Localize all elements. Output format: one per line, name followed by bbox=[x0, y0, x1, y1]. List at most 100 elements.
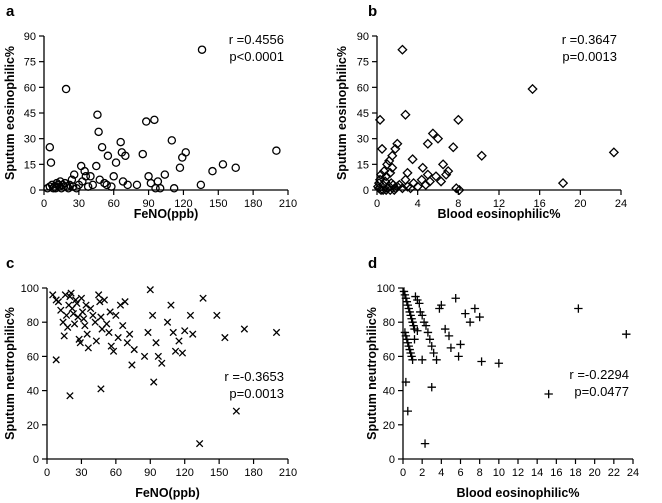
data-point bbox=[70, 320, 79, 328]
panel-a: a0 30 60 90 120 150 180 2100153045607590FeNO(pp… bbox=[3, 3, 297, 221]
data-point bbox=[197, 45, 207, 54]
x-tick-label: 210 bbox=[279, 467, 297, 479]
y-tick-label: 60 bbox=[383, 351, 395, 363]
data-point bbox=[106, 308, 114, 316]
data-point bbox=[121, 298, 129, 306]
data-point bbox=[410, 335, 419, 344]
data-point bbox=[427, 341, 436, 351]
data-point bbox=[63, 323, 72, 331]
data-point bbox=[544, 389, 553, 399]
data-point bbox=[45, 142, 55, 152]
data-point bbox=[83, 330, 91, 338]
x-axis-label: Blood eosinophilic% bbox=[438, 207, 561, 221]
x-tick-label: 210 bbox=[279, 198, 297, 210]
data-point bbox=[477, 357, 486, 366]
y-tick-label: 0 bbox=[30, 185, 36, 197]
data-point bbox=[84, 344, 92, 352]
data-point bbox=[69, 309, 78, 318]
data-point bbox=[114, 333, 122, 342]
x-tick-label: 4 bbox=[438, 467, 444, 479]
data-point bbox=[461, 309, 470, 318]
data-point bbox=[144, 172, 153, 181]
data-point bbox=[102, 180, 111, 190]
correlation-r-label: r =-0.3653 bbox=[224, 369, 284, 384]
x-tick-label: 30 bbox=[75, 467, 87, 479]
data-point bbox=[382, 159, 393, 170]
data-point bbox=[167, 301, 175, 309]
y-tick-label: 30 bbox=[24, 134, 36, 146]
data-point bbox=[412, 181, 423, 192]
data-point bbox=[374, 114, 386, 125]
data-point bbox=[116, 301, 125, 309]
data-point bbox=[103, 320, 111, 328]
data-point bbox=[218, 160, 228, 169]
y-tick-label: 100 bbox=[21, 283, 39, 295]
data-point bbox=[152, 339, 160, 347]
panel-b: b 0 4 8 12 16 20 24 0 15 30 45 60 75 90 Blood eosinophi… bbox=[335, 3, 627, 221]
data-point bbox=[377, 184, 389, 196]
data-point bbox=[397, 44, 408, 55]
data-point bbox=[169, 184, 179, 193]
data-point bbox=[470, 304, 480, 313]
data-point bbox=[109, 347, 118, 355]
x-tick-label: 8 bbox=[455, 198, 461, 210]
panel-d: d0 2 4 6 8 10 12 14 16 18 20 22 24020406080100Blood … bbox=[365, 255, 639, 500]
data-point bbox=[430, 171, 442, 182]
data-point bbox=[54, 298, 63, 306]
data-point bbox=[155, 184, 165, 193]
x-tick-label: 120 bbox=[176, 467, 194, 479]
data-point bbox=[83, 182, 93, 191]
data-point bbox=[437, 159, 449, 170]
data-point bbox=[175, 163, 185, 173]
data-point bbox=[376, 143, 388, 155]
y-tick-label: 15 bbox=[24, 159, 36, 171]
data-point bbox=[407, 154, 418, 165]
data-point bbox=[454, 184, 465, 196]
data-point bbox=[111, 158, 121, 167]
data-point bbox=[140, 352, 149, 361]
data-point bbox=[78, 308, 87, 316]
x-tick-label: 10 bbox=[493, 467, 505, 479]
data-point bbox=[167, 136, 177, 145]
data-point bbox=[128, 361, 136, 369]
x-tick-label: 30 bbox=[73, 198, 85, 210]
data-point bbox=[527, 83, 538, 95]
data-point bbox=[441, 169, 452, 180]
data-point bbox=[422, 138, 433, 149]
data-point bbox=[100, 296, 109, 304]
y-tick-label: 0 bbox=[33, 454, 39, 466]
x-tick-label: 0 bbox=[44, 467, 50, 479]
correlation-r-label: r =-0.2294 bbox=[569, 367, 629, 382]
y-axis-label: Sputum neutrophilic% bbox=[365, 307, 379, 440]
data-point bbox=[81, 172, 91, 181]
data-point bbox=[272, 328, 281, 337]
x-tick-label: 150 bbox=[209, 198, 227, 210]
data-point bbox=[443, 166, 454, 177]
panel-letter-a: a bbox=[6, 3, 15, 20]
data-point bbox=[125, 330, 134, 338]
data-point bbox=[397, 183, 408, 194]
data-point bbox=[46, 158, 56, 167]
data-point bbox=[121, 151, 130, 161]
p-value-label: p<0.0001 bbox=[229, 49, 284, 64]
data-point bbox=[97, 313, 105, 321]
x-tick-label: 0 bbox=[41, 198, 47, 210]
x-tick-label: 14 bbox=[531, 467, 543, 479]
data-point bbox=[240, 325, 249, 333]
data-point bbox=[112, 311, 120, 320]
data-point bbox=[105, 328, 113, 337]
y-tick-label: 45 bbox=[357, 108, 369, 120]
x-tick-label: 8 bbox=[477, 467, 483, 479]
y-tick-label: 80 bbox=[27, 317, 39, 329]
data-point bbox=[97, 142, 107, 152]
y-tick-label: 45 bbox=[24, 108, 36, 120]
data-point bbox=[148, 311, 157, 320]
x-tick-label: 90 bbox=[142, 198, 154, 210]
data-point bbox=[76, 161, 86, 171]
data-point bbox=[272, 146, 281, 155]
data-point bbox=[116, 137, 125, 147]
data-point bbox=[150, 115, 159, 125]
data-point bbox=[154, 352, 162, 361]
x-tick-label: 16 bbox=[534, 198, 546, 210]
